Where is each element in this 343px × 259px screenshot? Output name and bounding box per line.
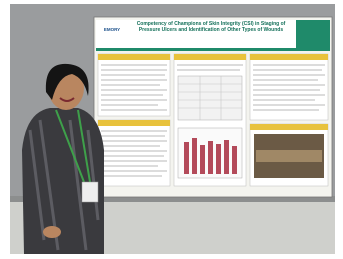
panel-header <box>98 120 170 126</box>
panel-header <box>250 54 328 60</box>
photo: EMORY Competency of Champions of Skin In… <box>0 0 343 259</box>
poster-photo-detail <box>256 150 322 162</box>
panel-header <box>98 54 170 60</box>
title-box: Competency of Champions of Skin Integrit… <box>128 21 294 43</box>
panel-header <box>250 124 328 130</box>
poster-title: Competency of Champions of Skin Integrit… <box>128 21 294 33</box>
panel-header <box>174 54 246 60</box>
logo-text: EMORY <box>104 27 120 32</box>
title-rule <box>96 48 330 51</box>
title-accent <box>296 20 330 48</box>
hand <box>43 226 61 238</box>
poster-table <box>178 76 242 120</box>
badge <box>82 182 98 202</box>
poster: EMORY Competency of Champions of Skin In… <box>94 17 332 197</box>
